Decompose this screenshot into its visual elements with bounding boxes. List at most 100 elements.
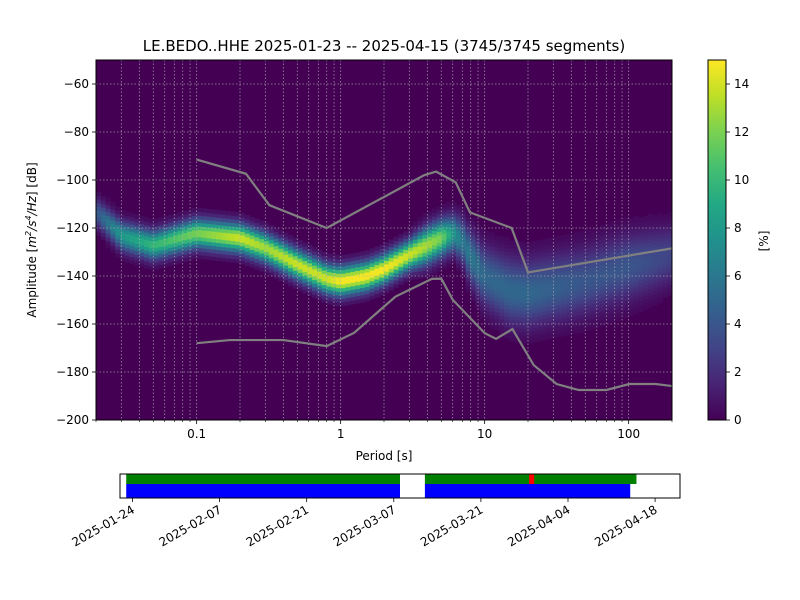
heatmap-cell [110, 230, 116, 235]
chart-title: LE.BEDO..HHE 2025-01-23 -- 2025-04-15 (3… [143, 37, 625, 55]
heatmap-cell [628, 308, 635, 313]
heatmap-cell [484, 314, 491, 319]
heatmap-cell [240, 227, 246, 232]
heatmap-cell [609, 261, 615, 266]
heatmap-cell [595, 233, 601, 238]
heatmap-cell [633, 263, 639, 268]
heatmap-cell [432, 223, 438, 228]
heatmap-cell [110, 234, 116, 239]
heatmap-cell [561, 321, 567, 326]
heatmap-cell [196, 243, 203, 249]
heatmap-cell [177, 212, 183, 217]
heatmap-cell [585, 258, 591, 263]
heatmap-cell [528, 249, 534, 254]
heatmap-cell [336, 255, 342, 260]
heatmap-cell [590, 317, 596, 323]
heatmap-cell [648, 296, 654, 301]
heatmap-cell [614, 270, 620, 275]
heatmap-cell [494, 300, 500, 305]
heatmap-cell [340, 280, 347, 285]
heatmap-cell [321, 284, 327, 289]
heatmap-cell [456, 212, 462, 217]
heatmap-cell [528, 263, 534, 268]
heatmap-cell [532, 248, 539, 253]
timeline-ticks: 2025-01-24 2025-02-07 2025-02-21 2025-03-07… [70, 498, 660, 549]
heatmap-cell [489, 285, 495, 291]
heatmap-cell [235, 237, 241, 242]
heatmap-cell [633, 309, 639, 315]
heatmap-cell [494, 243, 500, 248]
heatmap-cell [576, 267, 582, 273]
heatmap-cell [412, 228, 419, 233]
heatmap-cell [537, 265, 543, 270]
heatmap-cell [542, 303, 548, 308]
heatmap-cell [580, 270, 587, 275]
heatmap-cell [494, 297, 500, 302]
heatmap-cell [523, 260, 529, 265]
heatmap-cell [172, 253, 179, 258]
heatmap-cell [523, 324, 529, 330]
heatmap-cell [480, 232, 486, 237]
heatmap-cell [518, 306, 524, 311]
heatmap-cell [460, 274, 467, 280]
heatmap-cell [580, 248, 587, 254]
heatmap-cell [662, 232, 668, 237]
heatmap-cell [225, 221, 231, 227]
heatmap-cell [292, 237, 299, 242]
heatmap-cell [456, 266, 462, 271]
heatmap-cell [312, 272, 318, 277]
heatmap-cell [638, 221, 644, 226]
heatmap-cell [192, 233, 198, 238]
heatmap-cell [484, 231, 491, 236]
heatmap-cell [571, 308, 577, 313]
heatmap-cell [369, 262, 375, 267]
heatmap-cell [292, 244, 299, 250]
heatmap-cell [364, 297, 371, 302]
heatmap-cell [129, 256, 135, 261]
heatmap-cell [436, 238, 443, 243]
heatmap-cell [595, 305, 601, 310]
heatmap-cell [633, 291, 639, 297]
heatmap-cell [532, 255, 539, 260]
heatmap-cell [432, 219, 438, 224]
heatmap-cell [288, 245, 294, 251]
heatmap-cell [456, 244, 462, 250]
heatmap-cell [628, 294, 635, 299]
heatmap-cell [638, 275, 644, 280]
heatmap-cell [230, 218, 236, 223]
heatmap-cell [547, 241, 553, 246]
heatmap-cell [652, 276, 659, 281]
heatmap-cell [585, 233, 591, 238]
heatmap-cell [268, 271, 275, 277]
heatmap-cell [172, 249, 179, 254]
heatmap-cell [316, 271, 323, 276]
heatmap-cell [556, 293, 563, 298]
heatmap-cell [576, 257, 582, 262]
heatmap-cell [648, 281, 654, 287]
heatmap-cell [504, 334, 510, 339]
heatmap-cell [648, 227, 654, 233]
heatmap-cell [499, 268, 505, 274]
heatmap-cell [211, 216, 217, 221]
heatmap-cell [576, 242, 582, 247]
heatmap-cell [662, 235, 668, 241]
heatmap-cell [451, 259, 457, 264]
heatmap-cell [297, 240, 303, 245]
heatmap-cell [340, 276, 347, 281]
heatmap-cell [547, 299, 553, 304]
heatmap-cell [552, 272, 558, 278]
heatmap-cell [201, 251, 207, 256]
heatmap-cell [393, 243, 399, 249]
heatmap-cell [523, 249, 529, 254]
heatmap-cell [494, 279, 500, 284]
heatmap-cell [504, 305, 510, 310]
heatmap-cell [600, 293, 606, 298]
heatmap-cell [571, 297, 577, 302]
heatmap-cell [523, 242, 529, 247]
heatmap-cell [360, 291, 366, 296]
heatmap-cell [124, 244, 131, 249]
heatmap-cell [336, 302, 342, 307]
heatmap-cell [571, 326, 577, 331]
heatmap-cell [403, 263, 409, 268]
